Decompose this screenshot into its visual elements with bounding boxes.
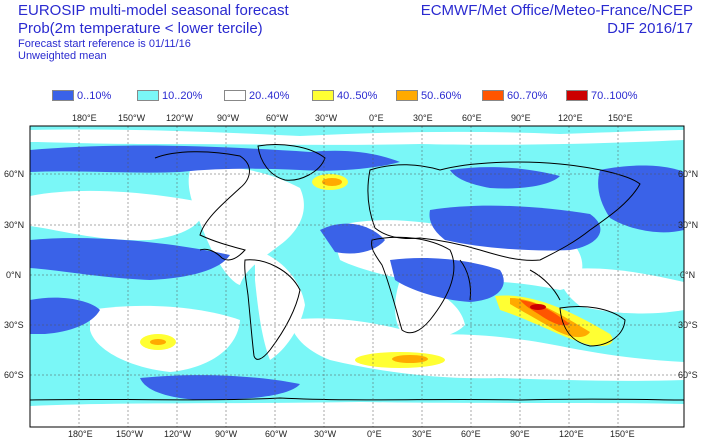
legend-swatch	[482, 90, 504, 101]
latitude-labels-right: 60°N 30°N 0°N 30°S 60°S	[678, 169, 698, 380]
legend-swatch	[137, 90, 159, 101]
legend-swatch	[312, 90, 334, 101]
map-field	[30, 126, 684, 427]
lon-label: 0°E	[367, 429, 382, 439]
lat-label: 60°S	[4, 370, 24, 380]
lat-label: 30°S	[4, 320, 24, 330]
map-blue-zones	[30, 145, 684, 400]
legend-label: 10..20%	[162, 90, 203, 102]
legend-label: 0..10%	[77, 90, 112, 102]
legend-swatch	[52, 90, 74, 101]
lon-label: 120°W	[166, 113, 194, 123]
mean-type: Unweighted mean	[18, 50, 107, 62]
lat-label: 60°N	[4, 169, 24, 179]
lon-label: 150°E	[610, 429, 635, 439]
lon-label: 180°E	[72, 113, 97, 123]
legend-swatch	[396, 90, 418, 101]
lon-label: 90°E	[511, 113, 531, 123]
title-line2: Prob(2m temperature < lower tercile)	[18, 20, 263, 37]
lat-label: 30°N	[678, 220, 698, 230]
lon-label: 60°W	[265, 429, 288, 439]
lon-label: 150°W	[118, 113, 146, 123]
lon-label: 90°W	[215, 429, 238, 439]
latitude-labels-left: 60°N 30°N 0°N 30°S 60°S	[4, 169, 24, 380]
probability-map: 180°E 150°W 120°W 90°W 60°W 30°W 0°E 30°…	[4, 113, 698, 439]
lon-label: 120°E	[559, 429, 584, 439]
lon-label: 120°W	[164, 429, 192, 439]
lat-label: 0°N	[680, 270, 695, 280]
lon-label: 90°E	[510, 429, 530, 439]
forecast-reference: Forecast start reference is 01/11/16	[18, 38, 191, 50]
lon-label: 150°E	[608, 113, 633, 123]
title-block: EUROSIP multi-model seasonal forecast Pr…	[18, 2, 289, 62]
lon-label: 180°E	[68, 429, 93, 439]
lat-label: 30°S	[678, 320, 698, 330]
legend-label: 40..50%	[337, 90, 378, 102]
lon-label: 30°E	[412, 429, 432, 439]
lon-label: 150°W	[116, 429, 144, 439]
lon-label: 60°E	[461, 429, 481, 439]
legend-label: 50..60%	[421, 90, 462, 102]
coastlines	[30, 144, 684, 401]
lon-label: 30°W	[315, 113, 338, 123]
lat-label: 0°N	[6, 270, 21, 280]
lon-label: 0°E	[369, 113, 384, 123]
legend-swatch	[224, 90, 246, 101]
lon-label: 90°W	[217, 113, 240, 123]
centres-label: ECMWF/Met Office/Meteo-France/NCEP	[420, 2, 693, 19]
legend-label: 60..70%	[507, 90, 548, 102]
legend-label: 70..100%	[591, 90, 638, 102]
legend-swatch	[566, 90, 588, 101]
lon-label: 60°W	[266, 113, 289, 123]
lon-label: 30°E	[413, 113, 433, 123]
map-frame	[29, 125, 685, 428]
lat-label: 60°S	[678, 370, 698, 380]
lat-label: 30°N	[4, 220, 24, 230]
map-warm-patches	[140, 174, 613, 368]
longitude-labels-top: 180°E 150°W 120°W 90°W 60°W 30°W 0°E 30°…	[72, 113, 633, 123]
lon-label: 120°E	[558, 113, 583, 123]
centres-block: ECMWF/Met Office/Meteo-France/NCEP DJF 2…	[421, 2, 693, 38]
legend-label: 20..40%	[249, 90, 290, 102]
title-line1: EUROSIP multi-model seasonal forecast	[18, 2, 289, 19]
lat-label: 60°N	[678, 169, 698, 179]
longitude-labels-bottom: 180°E 150°W 120°W 90°W 60°W 30°W 0°E 30°…	[68, 429, 635, 439]
season-label: DJF 2016/17	[607, 20, 693, 37]
lon-label: 60°E	[462, 113, 482, 123]
lon-label: 30°W	[314, 429, 337, 439]
